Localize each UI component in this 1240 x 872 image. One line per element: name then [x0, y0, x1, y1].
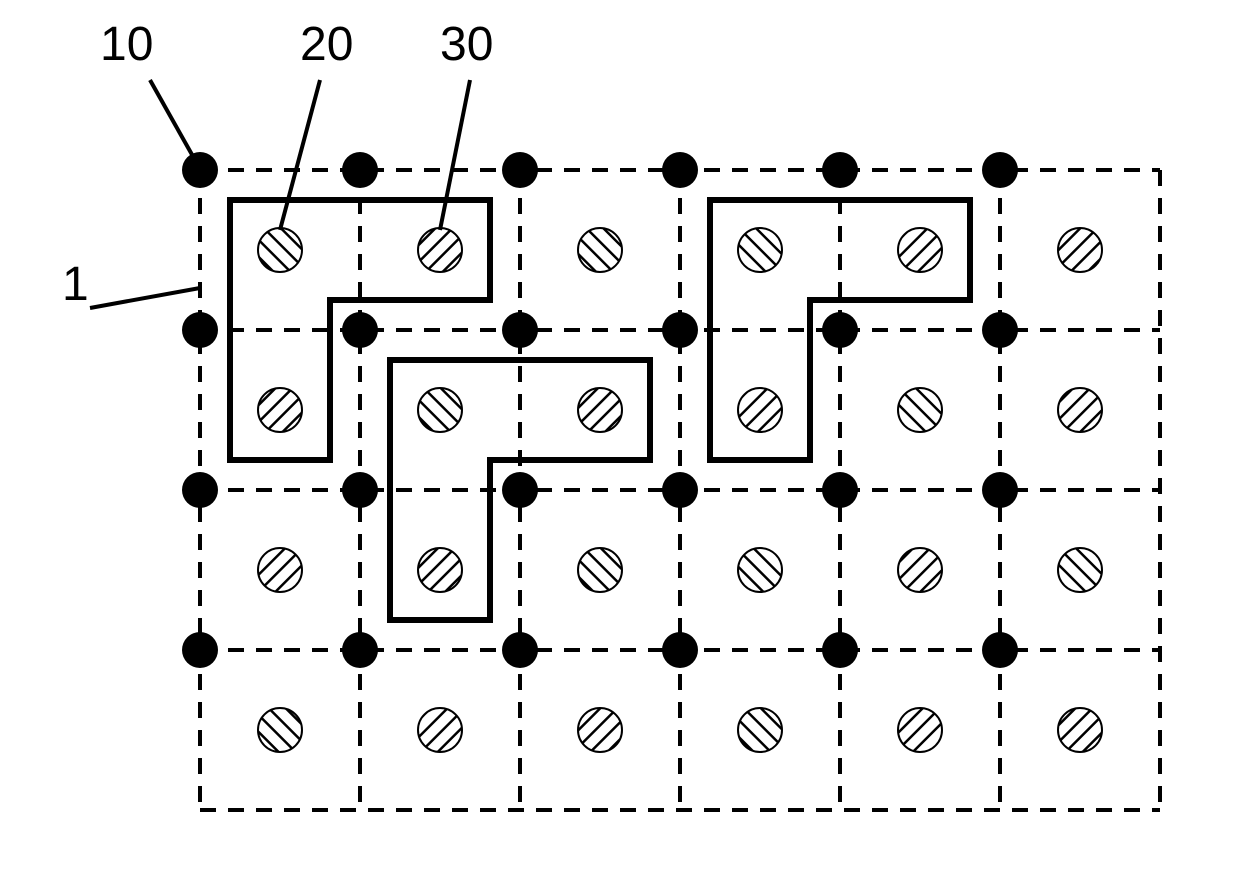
- hatched-circle: [258, 708, 302, 752]
- hatched-circle: [258, 388, 302, 432]
- black-dot: [502, 632, 538, 668]
- hatched-circle: [898, 388, 942, 432]
- black-dot: [662, 312, 698, 348]
- leader-line: [90, 288, 200, 308]
- hatched-circle: [258, 228, 302, 272]
- black-dot: [182, 152, 218, 188]
- hatched-circle: [1058, 228, 1102, 272]
- hatched-circle: [738, 388, 782, 432]
- hatched-circle: [578, 228, 622, 272]
- diagram-container: 10 20 30 1: [0, 0, 1240, 872]
- black-dot: [982, 152, 1018, 188]
- hatched-circle: [418, 548, 462, 592]
- label-20: 20: [300, 18, 353, 71]
- black-dot: [822, 312, 858, 348]
- black-dot: [342, 152, 378, 188]
- black-dot: [822, 472, 858, 508]
- black-dot: [662, 632, 698, 668]
- hatched-circle: [1058, 548, 1102, 592]
- black-dot: [822, 632, 858, 668]
- diagram-svg: 10 20 30 1: [0, 0, 1240, 872]
- black-dot: [982, 632, 1018, 668]
- hatched-circle: [418, 708, 462, 752]
- hatched-circle: [898, 548, 942, 592]
- black-dot: [502, 312, 538, 348]
- black-dot: [182, 312, 218, 348]
- black-dot: [662, 472, 698, 508]
- label-1: 1: [62, 258, 89, 311]
- black-dot: [662, 152, 698, 188]
- black-dot: [342, 472, 378, 508]
- hatched-circle: [898, 228, 942, 272]
- black-dot: [982, 472, 1018, 508]
- hatched-circle: [738, 228, 782, 272]
- black-dot: [982, 312, 1018, 348]
- black-dot: [342, 632, 378, 668]
- hatched-circle: [738, 548, 782, 592]
- leader-line: [440, 80, 470, 230]
- hatched-circle: [1058, 388, 1102, 432]
- hatched-circle: [418, 228, 462, 272]
- black-dot: [502, 472, 538, 508]
- hatched-circle: [738, 708, 782, 752]
- leader-lines-layer: [90, 80, 470, 308]
- hatched-circle: [578, 388, 622, 432]
- leader-line: [280, 80, 320, 230]
- hatched-circle: [258, 548, 302, 592]
- hatched-circle: [418, 388, 462, 432]
- hatched-circle: [578, 708, 622, 752]
- black-dot: [502, 152, 538, 188]
- leader-line: [150, 80, 195, 160]
- hatched-circle: [1058, 708, 1102, 752]
- hatched-circle: [578, 548, 622, 592]
- hatched-circle: [898, 708, 942, 752]
- black-dot: [182, 632, 218, 668]
- black-dot: [822, 152, 858, 188]
- black-dot: [342, 312, 378, 348]
- label-30: 30: [440, 18, 493, 71]
- black-dot: [182, 472, 218, 508]
- label-10: 10: [100, 18, 153, 71]
